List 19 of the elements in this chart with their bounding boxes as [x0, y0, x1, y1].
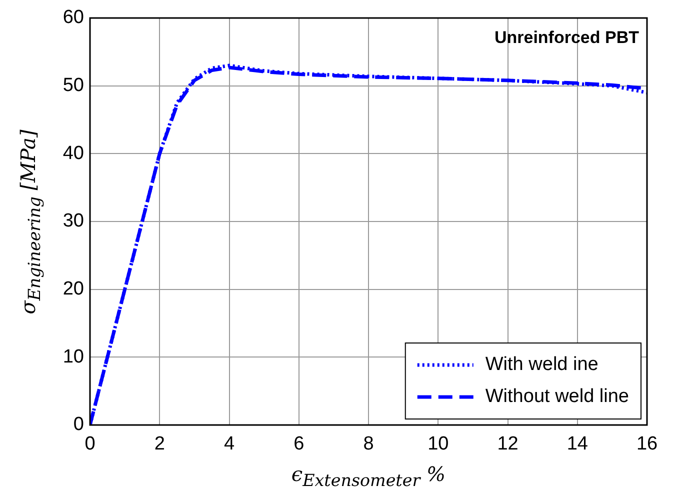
x-tick-label: 2: [154, 434, 165, 455]
x-axis-title: ϵ$_{Extensometer}$ %: [290, 462, 447, 490]
x-tick-label: 10: [428, 434, 449, 455]
x-tick-label: 16: [636, 434, 658, 455]
legend-label: Without weld line: [485, 386, 629, 408]
y-tick-label: 30: [62, 210, 84, 232]
x-tick-label: 8: [363, 434, 374, 455]
y-tick-label: 60: [62, 7, 84, 28]
y-tick-label: 20: [62, 278, 84, 300]
y-tick-label: 0: [73, 414, 84, 436]
x-tick-label: 4: [224, 434, 235, 455]
y-tick-label: 10: [62, 346, 84, 368]
y-tick-label: 40: [62, 142, 84, 164]
legend-label: With weld ine: [485, 354, 598, 376]
x-tick-label: 6: [294, 434, 304, 455]
x-tick-label: 14: [566, 434, 588, 455]
x-tick-label: 12: [497, 434, 518, 455]
y-tick-label: 50: [62, 75, 84, 96]
annotation: Unreinforced PBT: [494, 28, 640, 48]
